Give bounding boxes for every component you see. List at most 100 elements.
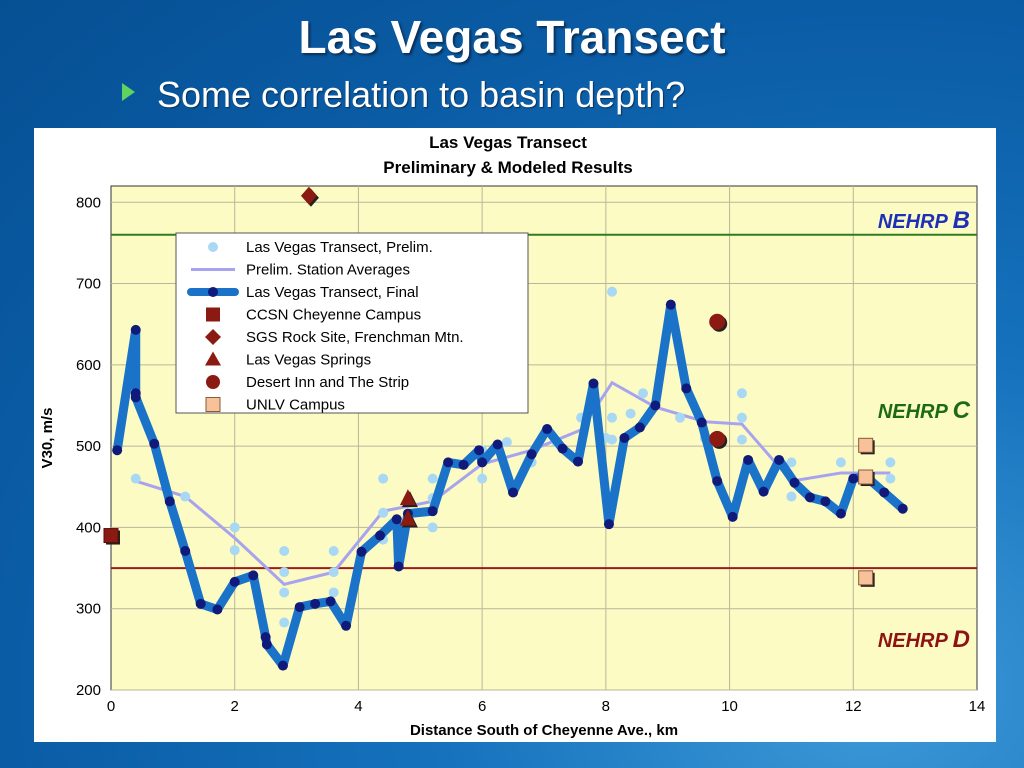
legend-prelim-symbol [208,242,218,252]
final-point [774,454,785,465]
y-tick-label: 600 [76,357,101,374]
unlv-marker [858,469,874,485]
final-point [879,487,890,498]
prelim-point [637,388,648,399]
final-point [848,473,859,484]
legend-entry-label: Las Vegas Transect, Prelim. [246,239,433,256]
final-point [758,486,769,497]
chart-svg: Las Vegas Transect Preliminary & Modeled… [39,133,986,739]
prelim-point [675,412,686,423]
x-tick-label: 14 [969,698,986,715]
final-point [261,639,272,650]
final-point [897,503,908,514]
final-point [443,457,454,468]
final-point [130,324,141,335]
final-point [341,620,352,631]
final-point [542,424,553,435]
final-point [573,456,584,467]
final-point [492,439,503,450]
legend-unlv-symbol [205,397,221,412]
final-point [391,514,402,525]
prelim-point [279,587,290,598]
nehrp-zone-label: NEHRP D [878,626,970,653]
prelim-point [736,434,747,445]
x-axis-label: Distance South of Cheyenne Ave., km [410,722,678,739]
nehrp-zone-label: NEHRP B [878,207,970,234]
y-tick-label: 400 [76,519,101,536]
prelim-point [501,437,512,448]
desert-inn-marker [709,430,726,447]
prelim-point [328,567,339,578]
prelim-point [279,545,290,556]
x-tick-label: 2 [231,698,239,715]
bullet-item: Some correlation to basin depth? [122,74,685,116]
springs-marker [399,489,416,506]
prelim-point [607,434,618,445]
y-axis-label: V30, m/s [39,408,56,469]
final-point [474,445,485,456]
prelim-point [130,473,141,484]
legend-entry-label: Desert Inn and The Strip [246,374,409,391]
chart-title: Las Vegas Transect [429,133,587,152]
final-point [277,660,288,671]
prelim-point [328,545,339,556]
final-point [603,519,614,530]
legend-desert-inn-symbol [206,375,220,389]
legend-entry-label: Las Vegas Transect, Final [246,284,419,301]
legend-entry-label: UNLV Campus [246,397,345,414]
final-point [526,449,537,460]
final-point [789,477,800,488]
prelim-point [625,408,636,419]
x-tick-label: 6 [478,698,486,715]
unlv-marker [858,437,874,453]
x-tick-label: 0 [107,698,115,715]
final-point [477,457,488,468]
prelim-point [736,388,747,399]
final-point [130,392,141,403]
prelim-point [378,507,389,518]
final-point [557,443,568,454]
x-tick-label: 8 [602,698,610,715]
final-point [681,383,692,394]
final-point [149,438,160,449]
y-tick-label: 200 [76,682,101,699]
final-point [310,598,321,609]
springs-marker [399,509,416,526]
prelim-point [279,617,290,628]
final-point [195,598,206,609]
legend-entry-label: Prelim. Station Averages [246,262,410,279]
ccsn-marker [103,528,119,544]
final-point [180,545,191,556]
x-tick-label: 4 [354,698,362,715]
y-tick-label: 500 [76,438,101,455]
prelim-point [835,457,846,468]
final-point [619,433,630,443]
final-point [588,378,599,389]
legend-sgs-symbol [205,329,221,345]
prelim-point [427,522,438,533]
y-tick-label: 300 [76,601,101,618]
desert-inn-marker [709,313,726,330]
final-point [727,511,738,522]
legend-entry-label: CCSN Cheyenne Campus [246,307,421,324]
legend-box [175,232,529,414]
final-point [112,445,123,456]
final-point [665,299,676,310]
legend-entry-label: SGS Rock Site, Frenchman Mtn. [246,329,464,346]
prelim-point [427,473,438,484]
prelim-point [885,457,896,468]
chart-subtitle: Preliminary & Modeled Results [383,158,632,177]
sgs-marker [300,186,317,205]
unlv-marker [858,570,874,586]
final-point [835,508,846,519]
prelim-point [885,473,896,484]
prelim-point [607,412,618,423]
legend-final-marker-symbol [208,287,218,297]
final-point [696,417,707,428]
chart-panel: Las Vegas Transect Preliminary & Modeled… [34,128,996,742]
bullet-arrow-icon [122,83,135,101]
final-point [804,492,815,503]
final-point [820,496,831,507]
prelim-point [607,286,618,297]
prelim-point [477,473,488,484]
